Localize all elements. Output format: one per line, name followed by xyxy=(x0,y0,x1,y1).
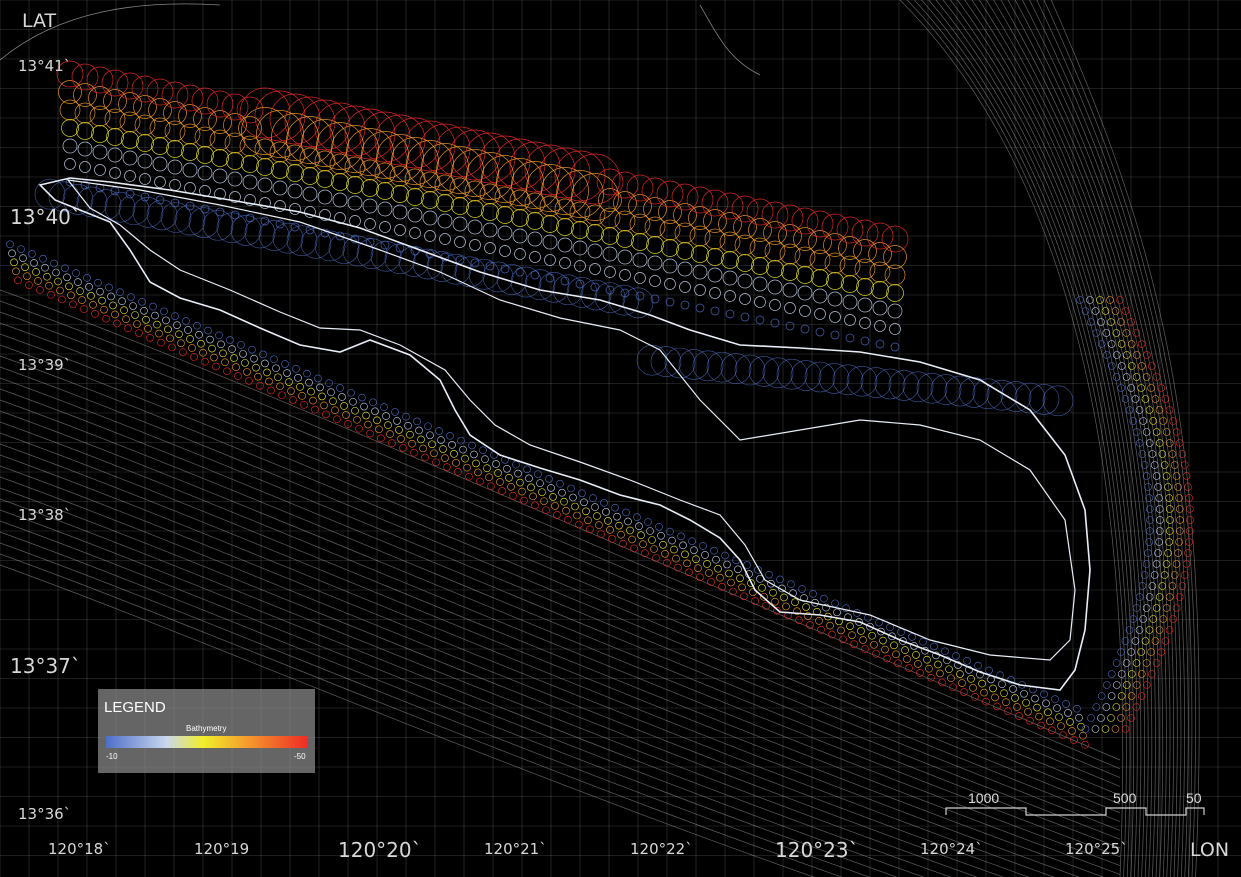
legend-min-label: -10 xyxy=(106,752,118,761)
lat-tick: 13°37` xyxy=(10,654,81,678)
inner-lagoon-outline xyxy=(66,179,1076,661)
legend-panel: LEGEND Bathymetry -10 -50 xyxy=(98,689,315,773)
lon-tick: 120°21` xyxy=(484,840,547,858)
bathymetry-rings xyxy=(6,60,1194,749)
legend-max-label: -50 xyxy=(294,752,306,761)
lon-tick: 120°18` xyxy=(48,840,111,858)
lon-tick: 120°20` xyxy=(338,838,422,862)
lon-tick: 120°19 xyxy=(194,840,250,858)
legend-title: LEGEND xyxy=(104,699,166,716)
lat-tick: 13°39` xyxy=(18,356,72,374)
lat-tick: 13°40` xyxy=(10,205,81,229)
lon-tick: 120°25` xyxy=(1065,840,1128,858)
legend-subtitle: Bathymetry xyxy=(186,724,227,733)
lat-tick: 13°38` xyxy=(18,506,72,524)
scale-label: 500 xyxy=(1113,790,1137,806)
lon-tick: 120°23` xyxy=(775,838,859,862)
lat-tick: 13°36` xyxy=(18,805,72,823)
depth-contours xyxy=(0,0,1200,877)
lon-axis-label: LON xyxy=(1190,839,1230,861)
legend-color-ramp xyxy=(106,736,308,748)
lat-axis-label: LAT xyxy=(22,10,57,32)
lon-tick: 120°24` xyxy=(920,840,983,858)
scale-label: 50 xyxy=(1186,790,1202,806)
lat-tick: 13°41` xyxy=(18,57,72,75)
scale-label: 1000 xyxy=(968,790,1000,806)
lon-tick: 120°22` xyxy=(630,840,693,858)
island-outline-north xyxy=(38,177,1091,691)
